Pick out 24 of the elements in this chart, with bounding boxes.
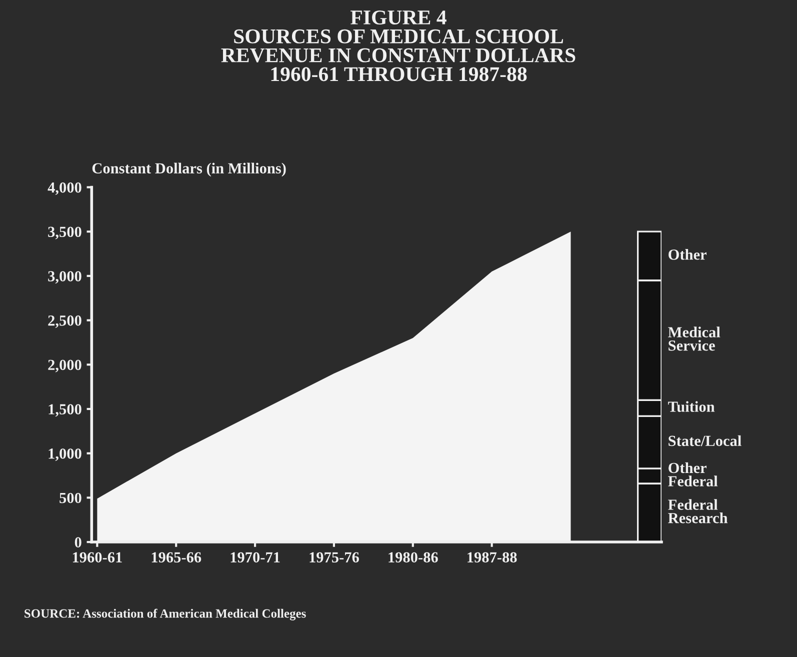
- series-label: Tuition: [668, 401, 715, 412]
- x-tick-label: 1970-71: [230, 552, 280, 562]
- y-tick-label: 1,000: [48, 448, 82, 461]
- x-tick-label: 1987-88: [468, 552, 517, 562]
- x-tick-label: 1980-86: [388, 552, 438, 562]
- series-label: Other Federal: [668, 462, 718, 486]
- y-axis-title: Constant Dollars (in Millions): [92, 162, 286, 177]
- chart-title: FIGURE 4 SOURCES OF MEDICAL SCHOOL REVENUE IN CONSTANT DOLLARS 1960-61 THROUGH 1987-88: [221, 10, 576, 82]
- series-label: Other: [668, 249, 707, 260]
- y-tick-label: 500: [60, 492, 82, 504]
- x-tick-label: 1975-76: [310, 552, 359, 562]
- series-label: State/Local: [668, 435, 742, 446]
- y-tick-label: 2,500: [48, 315, 82, 328]
- series-label: Federal Research: [668, 499, 728, 524]
- y-tick-label: 3,500: [48, 226, 82, 240]
- series-label: Medical Service: [668, 326, 720, 351]
- source-note: SOURCE: Association of American Medical Colleges: [24, 608, 306, 620]
- y-tick-label: 1,500: [48, 404, 82, 417]
- x-tick-label: 1960-61: [72, 552, 122, 562]
- y-tick-label: 0: [74, 537, 82, 548]
- y-tick-label: 4,000: [48, 182, 82, 195]
- y-tick-label: 2,000: [48, 360, 82, 372]
- x-tick-label: 1965-66: [152, 552, 202, 562]
- y-tick-label: 3,000: [48, 271, 82, 284]
